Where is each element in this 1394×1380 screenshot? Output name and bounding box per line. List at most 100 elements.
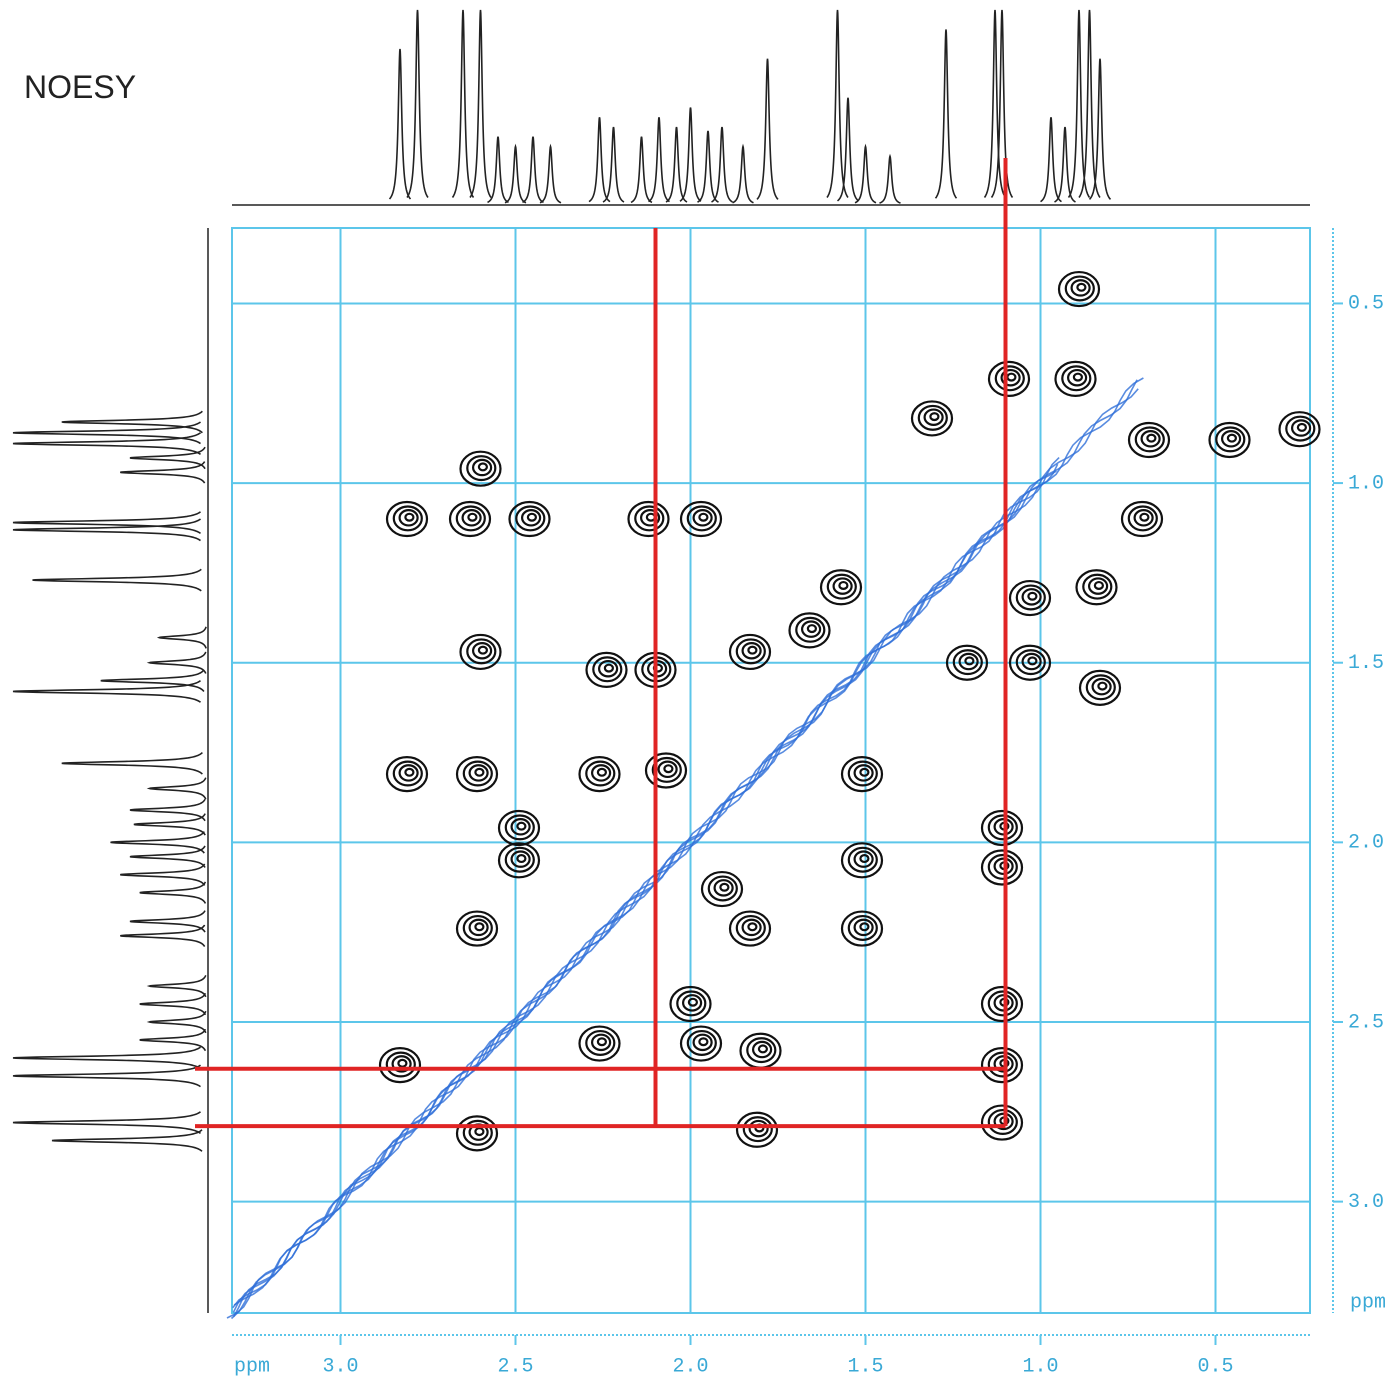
cross-peak xyxy=(580,1027,620,1061)
top-spectrum-peak xyxy=(1041,117,1062,201)
cross-peak xyxy=(1210,423,1250,457)
top-spectrum-peak xyxy=(488,137,509,203)
contour xyxy=(1023,654,1041,669)
cross-peak xyxy=(737,1113,777,1147)
left-spectrum-peak xyxy=(150,778,206,800)
left-spectrum-peak xyxy=(52,1130,202,1152)
y-tick-label: 2.5 xyxy=(1348,1011,1384,1034)
cross-peak xyxy=(387,757,427,791)
contour xyxy=(1135,510,1153,525)
cross-peak xyxy=(1056,362,1096,396)
contour xyxy=(750,1121,768,1136)
left-spectrum-peak xyxy=(159,627,206,649)
contour xyxy=(743,643,761,658)
contour xyxy=(400,510,418,525)
contour xyxy=(753,1042,771,1057)
y-axis-label: ppm xyxy=(1350,1291,1386,1314)
contour xyxy=(748,647,756,654)
cross-peak xyxy=(1010,581,1050,615)
contour xyxy=(802,622,820,637)
cross-peak xyxy=(947,646,987,680)
top-spectrum-peak xyxy=(712,127,733,202)
cross-peak xyxy=(821,570,861,604)
cross-peak xyxy=(671,987,711,1021)
left-spectrum-peak xyxy=(140,993,206,1015)
top-spectrum-peak xyxy=(540,147,561,203)
cross-peak xyxy=(1080,671,1120,705)
contour xyxy=(1007,374,1015,381)
left-spectrum-peak xyxy=(120,462,204,484)
cross-peak xyxy=(681,1027,721,1061)
top-spectrum-peak xyxy=(666,127,687,202)
chart-title: NOESY xyxy=(24,69,136,105)
left-spectrum-peak xyxy=(13,433,201,455)
cross-peak xyxy=(457,1116,497,1150)
cross-peak xyxy=(461,635,501,669)
cross-peak xyxy=(842,843,882,877)
left-spectrum-peak xyxy=(130,846,205,868)
y-tick-label: 2.0 xyxy=(1348,832,1384,855)
cross-peak xyxy=(461,452,501,486)
contour xyxy=(1074,374,1082,381)
contour xyxy=(659,762,677,777)
contour xyxy=(699,514,707,521)
left-spectrum-peak xyxy=(130,447,205,469)
top-spectrum-peak xyxy=(505,147,526,203)
cross-peak xyxy=(1010,646,1050,680)
cross-peak xyxy=(499,843,539,877)
contour xyxy=(522,510,540,525)
contour xyxy=(699,1038,707,1045)
contour xyxy=(479,647,487,654)
contour xyxy=(694,1035,712,1050)
top-spectrum-peak xyxy=(1069,10,1090,198)
x-tick-label: 2.5 xyxy=(497,1355,533,1378)
cross-peak xyxy=(730,912,770,946)
contour xyxy=(1077,284,1085,291)
contour xyxy=(598,1038,606,1045)
contour xyxy=(470,920,488,935)
x-tick-label: 1.5 xyxy=(847,1355,883,1378)
top-spectrum-peak xyxy=(470,10,491,198)
cross-peak xyxy=(912,401,952,435)
x-tick-label: 1.0 xyxy=(1022,1355,1058,1378)
left-spectrum-peak xyxy=(33,569,202,591)
contour xyxy=(748,923,756,930)
top-spectrum-peak xyxy=(855,147,876,203)
contour xyxy=(517,823,525,830)
chart: NOESY ppm ppm 3.02.52.01.51.00.50.51.01.… xyxy=(0,0,1394,1380)
top-spectrum-peak xyxy=(649,117,670,201)
contour xyxy=(694,510,712,525)
contour xyxy=(759,1046,767,1053)
contour xyxy=(463,510,481,525)
cross-peak xyxy=(702,872,742,906)
contour xyxy=(398,1060,406,1067)
contour xyxy=(1095,582,1103,589)
cross-peak xyxy=(580,757,620,791)
cross-peak xyxy=(989,362,1029,396)
top-spectrum-peak xyxy=(407,10,428,198)
contour xyxy=(475,923,483,930)
contour xyxy=(528,514,536,521)
cross-peak xyxy=(730,635,770,669)
contour xyxy=(683,995,701,1010)
contour xyxy=(473,460,491,475)
x-axis-label: ppm xyxy=(234,1355,270,1378)
contour xyxy=(517,855,525,862)
contour xyxy=(405,514,413,521)
contour xyxy=(743,920,761,935)
contour xyxy=(1089,578,1107,593)
contour xyxy=(839,582,847,589)
contour xyxy=(965,658,973,665)
contour xyxy=(592,765,610,780)
left-spectrum-peak xyxy=(150,975,206,997)
left-spectrum-peak xyxy=(150,1011,206,1033)
contour xyxy=(1098,683,1106,690)
cross-peak xyxy=(499,811,539,845)
contour xyxy=(720,884,728,891)
cross-peak xyxy=(587,653,627,687)
contour xyxy=(512,819,530,834)
cross-peak xyxy=(646,754,686,788)
left-spectrum-peak xyxy=(120,864,204,886)
contour xyxy=(470,765,488,780)
contour xyxy=(1072,280,1090,295)
